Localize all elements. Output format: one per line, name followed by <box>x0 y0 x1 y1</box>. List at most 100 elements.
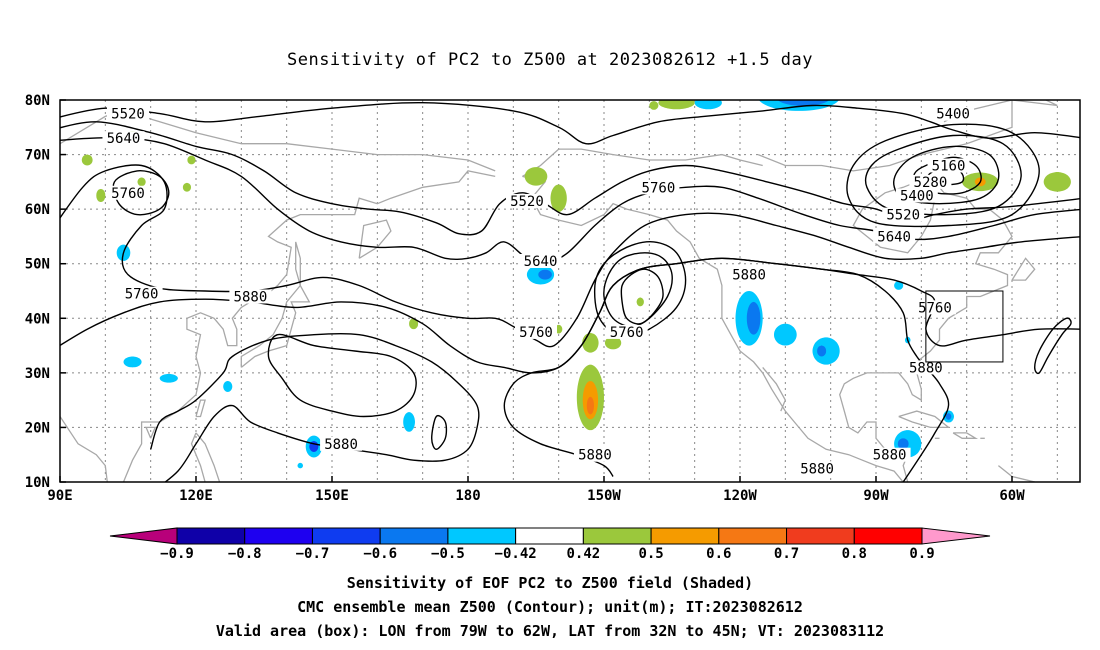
contour-label-bg <box>882 207 925 222</box>
z500-contour-closed <box>112 170 170 216</box>
lat-label: 10N <box>25 475 50 491</box>
colorbar-label: 0.42 <box>567 546 601 562</box>
contour-label-bg <box>515 324 557 339</box>
coastline-segment <box>762 366 787 412</box>
contour-label-bg <box>107 106 149 121</box>
colorbar-segment <box>582 527 652 545</box>
colorbar-label: −0.42 <box>495 546 537 562</box>
contour-label: 5640 <box>107 131 141 147</box>
coastline-segment <box>1011 257 1036 281</box>
caption-line-3: Valid area (box): LON from 79W to 62W, L… <box>215 622 885 640</box>
contour-label: 5760 <box>111 186 145 202</box>
z500-contour-closed <box>593 241 687 339</box>
contour-label: 5880 <box>873 448 907 464</box>
z500-contour-closed <box>603 252 673 328</box>
coastline-segment <box>522 148 763 177</box>
shaded-region <box>774 323 797 346</box>
contour-label-bg <box>229 289 272 304</box>
z500-contour-closed <box>864 134 1022 216</box>
contour-label: 5400 <box>900 189 934 205</box>
shaded-region <box>524 167 548 186</box>
contour-label-bg <box>573 447 616 462</box>
lon-label: 180 <box>455 488 480 504</box>
shaded-region <box>550 184 567 212</box>
contour-label: 5640 <box>524 254 558 270</box>
lon-label: 150E <box>315 488 349 504</box>
contour-label: 5400 <box>936 107 970 123</box>
contour-label: 5760 <box>519 325 553 341</box>
contour-label: 5880 <box>578 448 612 464</box>
contour-label: 5520 <box>886 208 920 224</box>
contour-label: 5760 <box>642 180 676 196</box>
z500-contour <box>503 257 950 482</box>
contour-label-bg <box>904 360 947 375</box>
z500-contour <box>150 332 480 482</box>
shaded-region <box>223 381 233 392</box>
z500-contour-closed <box>430 415 448 451</box>
coastline-segment <box>997 465 1036 482</box>
contour-label-bg <box>909 174 952 189</box>
map-title: Sensitivity of PC2 to Z500 at 2023082612… <box>286 50 813 70</box>
coastlines <box>60 100 1058 482</box>
shaded-region <box>538 269 552 280</box>
colorbar-label: 0.7 <box>774 546 799 562</box>
colorbar-label: 0.5 <box>638 546 663 562</box>
z500-contour <box>60 101 1080 145</box>
contour-label: 5880 <box>324 437 358 453</box>
contour-label: 5760 <box>125 287 159 303</box>
shaded-region <box>777 100 830 106</box>
valid-area-box <box>925 290 1004 363</box>
lat-label: 20N <box>25 420 50 436</box>
shaded-region <box>746 301 761 335</box>
lat-label: 80N <box>25 93 50 109</box>
contour-label: 5760 <box>918 300 952 316</box>
coastline-segment <box>898 410 951 429</box>
colorbar-label: 0.6 <box>706 546 731 562</box>
colorbar-label: −0.8 <box>228 546 262 562</box>
contour-label: 5160 <box>932 158 966 174</box>
colorbar-segment <box>447 527 517 545</box>
colorbar-labels: −0.9 −0.8 −0.7 −0.6 −0.5 −0.42 0.42 0.5 0.6 0.7 0.… <box>160 546 935 562</box>
lon-label: 150W <box>587 488 621 504</box>
colorbar-label: 0.8 <box>842 546 867 562</box>
contour-label-bg <box>728 267 771 282</box>
contour-label: 5640 <box>877 229 911 245</box>
lat-label: 70N <box>25 148 50 164</box>
z500-contour-closed <box>846 123 1040 228</box>
colorbar-low-extension <box>109 527 178 545</box>
contour-label: 5520 <box>510 194 544 210</box>
contour-label-bg <box>320 436 363 451</box>
coastline-segment <box>195 399 206 418</box>
contour-label-bg <box>605 324 648 339</box>
coastline-segment <box>952 432 979 439</box>
shaded-region <box>649 101 659 110</box>
colorbar-segment <box>311 527 381 545</box>
contour-label-bg <box>120 286 163 301</box>
coastline-segment <box>60 170 496 482</box>
contour-label: 5880 <box>732 268 766 284</box>
shaded-region <box>604 336 622 350</box>
colorbar-segment <box>244 527 313 545</box>
shaded-region <box>187 155 196 165</box>
caption-line-2: CMC ensemble mean Z500 (Contour); unit(m… <box>297 598 803 616</box>
colorbar-label: −0.7 <box>296 546 330 562</box>
contour-label-bg <box>107 185 149 200</box>
colorbar-segment <box>515 527 584 545</box>
shaded-region <box>694 100 722 110</box>
shaded-region <box>897 438 909 450</box>
z500-contour <box>60 164 1080 348</box>
contour-labels: 5520 5640 5760 5760 5880 5520 5640 5760 5760 5760… <box>102 106 975 477</box>
shaded-region <box>123 356 142 368</box>
shaded-region <box>137 177 146 187</box>
contour-label: 5280 <box>914 175 948 191</box>
contour-label-bg <box>796 461 839 476</box>
contour-label-bg <box>505 193 548 208</box>
caption-line-1: Sensitivity of EOF PC2 to Z500 field (Sh… <box>346 574 754 592</box>
shaded-region <box>409 318 419 330</box>
colorbar-segment <box>718 527 788 545</box>
shaded-region <box>96 188 106 203</box>
colorbar-label: 0.9 <box>909 546 934 562</box>
contour-label: 5520 <box>111 107 145 123</box>
colorbar-segment <box>853 527 923 545</box>
contour-label: 5880 <box>234 289 268 305</box>
